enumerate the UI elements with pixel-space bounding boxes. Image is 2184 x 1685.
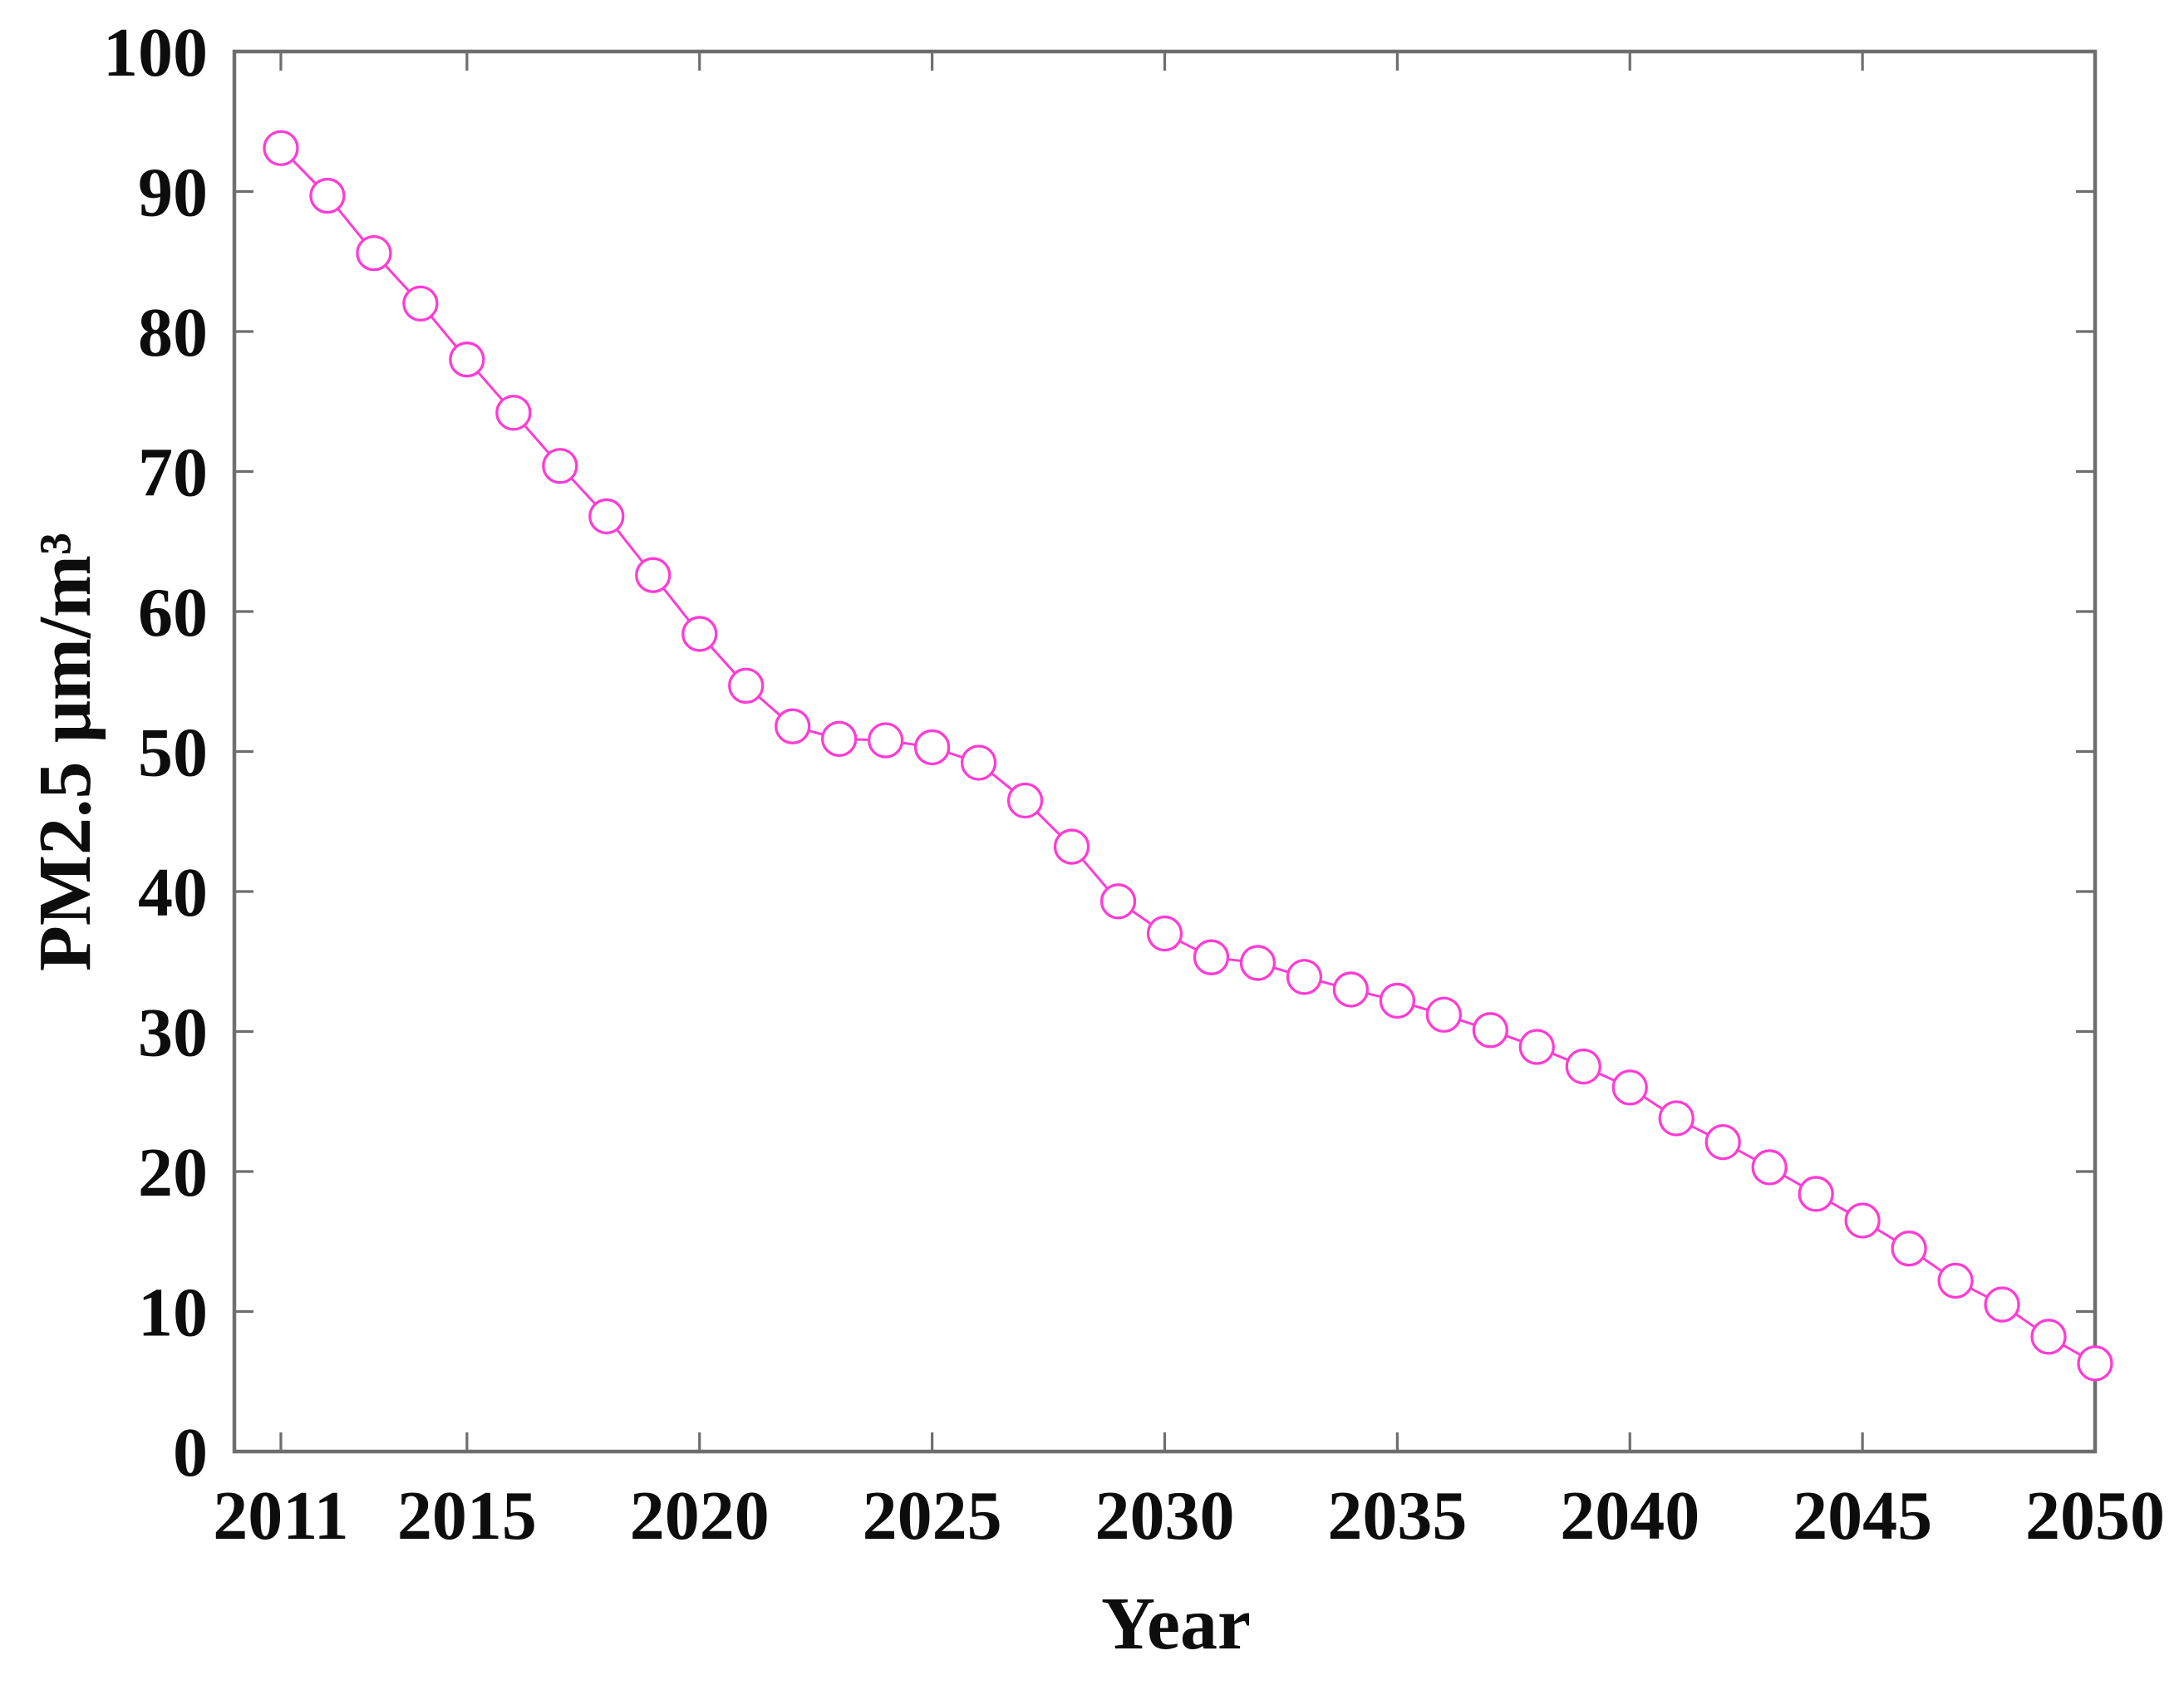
- data-point-marker: [1798, 1176, 1834, 1212]
- data-point-marker: [2077, 1345, 2113, 1382]
- data-point-marker: [1146, 915, 1183, 952]
- data-point-marker: [775, 708, 811, 744]
- data-point-marker: [356, 234, 392, 272]
- x-tick-label: 2030: [1095, 1477, 1235, 1555]
- x-tick-label: 2035: [1327, 1477, 1467, 1555]
- x-tick-label: 2020: [630, 1477, 770, 1555]
- data-point-marker: [1937, 1262, 1974, 1299]
- data-point-marker: [1099, 883, 1137, 920]
- data-point-marker: [2030, 1319, 2067, 1355]
- data-point-marker: [1286, 959, 1323, 995]
- data-point-marker: [635, 557, 671, 593]
- y-tick-label: 0: [173, 1414, 208, 1491]
- y-tick-label: 40: [138, 854, 208, 931]
- x-tick-label: 2045: [1793, 1477, 1932, 1555]
- plot-box: [232, 49, 2098, 1454]
- tick-labels-layer: 2011 2015 2020 2025 2030 2035 2040 2045 20500102…: [103, 14, 2165, 1555]
- data-point-marker: [960, 744, 997, 781]
- data-point-marker: [1006, 782, 1044, 819]
- data-point-marker: [1193, 939, 1230, 975]
- data-point-marker: [1239, 945, 1276, 981]
- y-tick-label: 20: [138, 1134, 208, 1211]
- plot-box-layer: [232, 49, 2098, 1454]
- data-point-marker: [1425, 996, 1462, 1033]
- data-point-marker: [868, 722, 904, 759]
- data-point-marker: [1332, 971, 1370, 1008]
- series-layer: [263, 130, 2113, 1382]
- data-point-marker: [1844, 1202, 1881, 1239]
- x-tick-label: 2015: [397, 1477, 537, 1555]
- data-point-marker: [1704, 1123, 1741, 1161]
- data-point-marker: [913, 729, 951, 766]
- data-point-marker: [1053, 828, 1090, 865]
- x-tick-label: 2025: [863, 1477, 1002, 1555]
- x-tick-label: 2011: [213, 1477, 348, 1555]
- x-axis-title: Year: [1101, 1583, 1251, 1665]
- data-point-marker: [402, 285, 439, 322]
- data-point-marker: [681, 616, 718, 652]
- y-tick-label: 90: [138, 155, 208, 232]
- data-point-marker: [821, 720, 858, 757]
- x-tick-label: 2040: [1560, 1477, 1699, 1555]
- series-line: [279, 147, 2096, 1365]
- data-point-marker: [1611, 1069, 1648, 1106]
- data-point-marker: [1751, 1149, 1788, 1186]
- data-point-marker: [1658, 1100, 1695, 1137]
- y-tick-label: 100: [103, 14, 208, 91]
- y-axis-title: PM2.5 μm/m³: [24, 533, 106, 971]
- data-point-marker: [588, 498, 625, 535]
- y-tick-label: 10: [138, 1275, 208, 1352]
- y-tick-label: 60: [138, 574, 208, 651]
- data-point-marker: [495, 395, 532, 431]
- data-point-marker: [728, 667, 765, 704]
- y-tick-label: 50: [138, 715, 208, 792]
- data-point-marker: [309, 177, 346, 214]
- data-point-marker: [1518, 1029, 1555, 1065]
- data-point-marker: [1379, 982, 1416, 1019]
- y-tick-label: 30: [138, 995, 208, 1072]
- y-tick-label: 80: [138, 294, 208, 371]
- tick-marks-layer: [234, 50, 2097, 1453]
- data-point-marker: [1472, 1012, 1508, 1049]
- data-point-marker: [1984, 1286, 2020, 1323]
- data-point-marker: [1891, 1231, 1927, 1267]
- y-tick-label: 70: [138, 435, 208, 512]
- data-point-marker: [449, 341, 485, 378]
- data-point-marker: [263, 130, 299, 166]
- data-point-marker: [1565, 1048, 1601, 1085]
- x-tick-label: 2050: [2025, 1477, 2165, 1555]
- data-point-marker: [542, 448, 578, 484]
